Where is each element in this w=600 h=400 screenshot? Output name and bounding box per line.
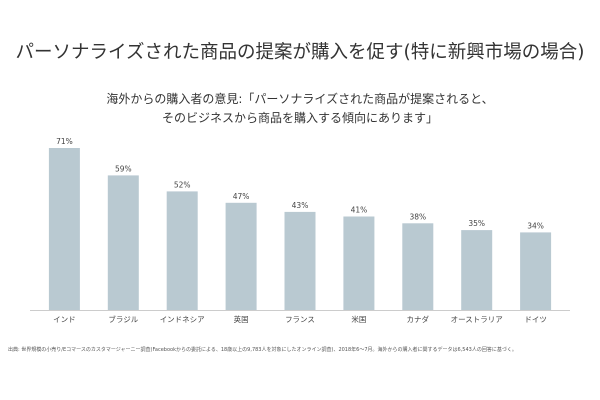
bar-value-label: 71% bbox=[56, 137, 73, 146]
x-tick-label: カナダ bbox=[407, 314, 430, 324]
x-tick-label: ドイツ bbox=[524, 315, 547, 324]
subtitle-line-2: そのビジネスから商品を購入する傾向にあります」 bbox=[161, 111, 438, 125]
bar-1 bbox=[107, 175, 139, 310]
bar-7 bbox=[461, 230, 493, 310]
chart-subtitle: 海外からの購入者の意見:「パーソナライズされた商品が提案されると、 そのビジネス… bbox=[0, 90, 600, 128]
bar-value-label: 59% bbox=[115, 164, 132, 173]
page-title: パーソナライズされた商品の提案が購入を促す(特に新興市場の場合) bbox=[15, 42, 585, 63]
x-tick-label: ブラジル bbox=[108, 314, 138, 324]
bar-value-label: 47% bbox=[233, 192, 250, 201]
bar-8 bbox=[520, 232, 552, 310]
x-tick-label: 米国 bbox=[351, 314, 366, 324]
x-tick-label: 英国 bbox=[234, 314, 249, 324]
bar-value-label: 35% bbox=[468, 219, 485, 228]
bar-value-label: 52% bbox=[174, 180, 191, 189]
bar-value-label: 38% bbox=[409, 212, 426, 221]
bar-2 bbox=[166, 191, 198, 310]
bar-3 bbox=[225, 202, 257, 310]
bar-6 bbox=[402, 223, 434, 310]
x-tick-label: インドネシア bbox=[160, 315, 205, 324]
bar-value-label: 34% bbox=[527, 221, 544, 230]
x-tick-label: インド bbox=[53, 315, 76, 324]
source-footnote: 出典: 世界規模の小売り/Eコマースのカスタマージャーニー調査(Facebook… bbox=[8, 347, 517, 353]
bar-value-label: 43% bbox=[292, 201, 309, 210]
x-tick-label: フランス bbox=[285, 315, 315, 324]
bar-value-label: 41% bbox=[351, 206, 368, 215]
subtitle-line-1: 海外からの購入者の意見:「パーソナライズされた商品が提案されると、 bbox=[106, 92, 494, 106]
x-tick-label: オーストラリア bbox=[451, 315, 503, 324]
bar-4 bbox=[284, 211, 316, 310]
bar-5 bbox=[343, 216, 375, 310]
bar-0 bbox=[48, 148, 80, 310]
